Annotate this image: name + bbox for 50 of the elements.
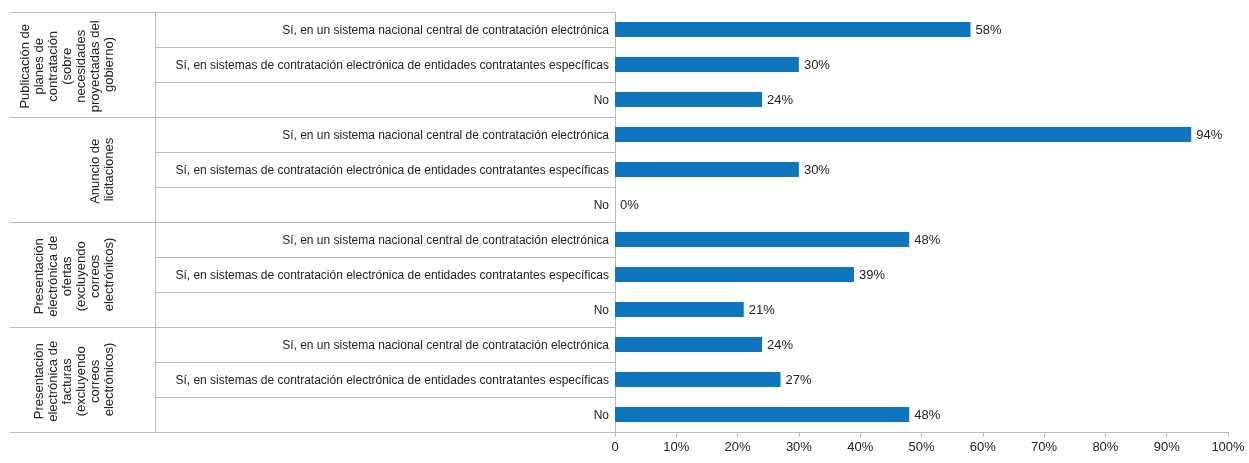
x-tick-label: 80% [1092,439,1119,454]
data-label: 58% [975,22,1002,37]
y-tick-label: Sí, en un sistema nacional central de contratación electrónica [282,337,610,352]
bar [615,232,910,247]
x-tick-label: 10% [663,439,690,454]
y-tick-label: Sí, en sistemas de contratación electrónica de entidades contratantes específicas [175,372,609,387]
y-tick-label: No [593,302,610,317]
x-tick-label: 0 [611,439,619,454]
y-tick-label: No [593,197,610,212]
y-tick-label: Sí, en un sistema nacional central de contratación electrónica [282,127,610,142]
bar [615,127,1192,142]
y-tick-label: Sí, en un sistema nacional central de contratación electrónica [282,232,610,247]
data-label: 24% [767,92,794,107]
bar [615,92,763,107]
bar [615,162,799,177]
x-tick-label: 70% [1031,439,1058,454]
text: Publicación de planes de contratación (sobre necesidades proyectadas del gobierno) [16,16,116,113]
data-label: 48% [914,407,941,422]
data-label: 21% [748,302,776,317]
bar [615,267,855,282]
data-label: 30% [803,162,831,177]
x-tick-label: 30% [785,439,813,454]
y-tick-label: Sí, en sistemas de contratación electrónica de entidades contratantes específicas [175,57,609,72]
bar [615,57,799,72]
text: Presentación electrónica de ofertas (excluyendo correos electrónicos) [30,232,116,317]
data-label: 24% [767,337,794,352]
x-tick-label: 100% [1211,439,1246,454]
data-label: 39% [859,267,886,282]
bar [615,337,763,352]
x-tick-label: 60% [969,439,997,454]
text: Anuncio de licitaciones [86,135,116,204]
y-tick-label: Sí, en sistemas de contratación electrónica de entidades contratantes específicas [175,267,609,282]
y-tick-label: No [593,407,610,422]
text: Presentación electrónica de facturas (excluyendo correos electrónicos) [30,337,116,422]
data-label: 48% [914,232,941,247]
y-tick-label: No [593,92,610,107]
bar [615,302,744,317]
data-label: 0% [620,197,640,212]
bar [615,407,910,422]
bar [615,372,781,387]
x-tick-label: 90% [1153,439,1181,454]
x-tick-label: 40% [847,439,874,454]
bar [615,22,971,37]
data-label: 30% [803,57,831,72]
data-label: 94% [1196,127,1223,142]
y-tick-label: Sí, en sistemas de contratación electrónica de entidades contratantes específicas [175,162,609,177]
x-tick-label: 20% [724,439,752,454]
y-tick-label: Sí, en un sistema nacional central de contratación electrónica [282,22,610,37]
x-tick-label: 50% [908,439,935,454]
data-label: 27% [785,372,812,387]
